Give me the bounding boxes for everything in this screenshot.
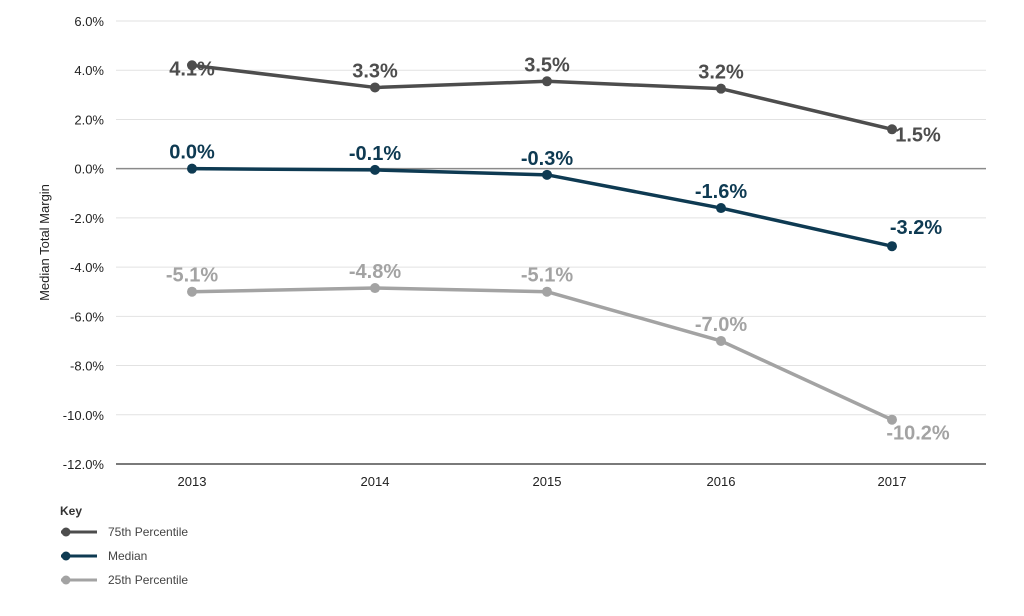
legend: Key 75th Percentile Median 25th Percentile [60,504,188,587]
data-label: 4.1% [169,58,215,80]
data-labels: 4.1% 3.3% 3.5% 3.2% 1.5% 0.0% -0.1% -0.3% -1.6% -… [166,54,950,444]
x-tick-label: 2017 [878,474,907,489]
y-axis-ticks: 6.0% 4.0% 2.0% 0.0% -2.0% -4.0% -6.0% -8.0% -10.… [63,14,105,472]
data-label: 3.3% [352,60,398,82]
data-label: -5.1% [166,265,218,287]
data-point [542,286,552,297]
x-tick-label: 2013 [178,474,207,489]
data-point [187,60,197,71]
y-tick-label: -4.0% [70,260,104,275]
data-label: 3.2% [698,62,744,84]
data-label: -3.2% [890,217,942,239]
data-point [887,414,897,425]
series-line-1 [190,166,894,248]
data-label: -0.3% [521,148,573,170]
y-tick-label: -2.0% [70,211,104,226]
legend-entry-label: 75th Percentile [108,525,188,539]
y-tick-label: 0.0% [74,162,104,177]
data-point [370,164,380,175]
y-tick-label: -6.0% [70,309,104,324]
y-tick-label: 4.0% [74,63,104,78]
x-tick-label: 2016 [707,474,736,489]
legend-entry-label: Median [108,549,147,563]
data-point [716,203,726,214]
legend-marker [61,551,71,561]
x-tick-label: 2014 [361,474,390,489]
data-label: 1.5% [895,124,941,146]
data-label: -1.6% [695,181,747,203]
x-axis-ticks: 2013 2014 2015 2016 2017 [178,474,907,489]
data-point [887,241,897,252]
data-point [716,83,726,94]
data-point [370,82,380,93]
y-axis-label: Median Total Margin [37,184,52,301]
series-line-2 [190,286,894,422]
data-point [542,76,552,87]
series-group [187,60,897,425]
legend-marker [61,575,71,585]
data-label: -0.1% [349,143,401,165]
legend-entry-label: 25th Percentile [108,573,188,587]
data-label: -4.8% [349,261,401,283]
y-tick-label: 6.0% [74,14,104,29]
y-tick-label: -10.0% [63,408,105,423]
data-point [542,169,552,180]
data-point [187,163,197,174]
data-point [887,124,897,135]
data-label: 3.5% [524,54,570,76]
legend-title: Key [60,504,82,518]
y-tick-label: -8.0% [70,359,104,374]
data-label: -7.0% [695,314,747,336]
data-point [370,283,380,294]
data-label: 0.0% [169,142,215,164]
data-point [187,286,197,297]
x-tick-label: 2015 [533,474,562,489]
data-point [716,335,726,346]
data-label: -10.2% [886,423,950,445]
gridlines [116,20,986,416]
y-tick-label: -12.0% [63,457,105,472]
y-tick-label: 2.0% [74,112,104,127]
legend-marker [61,527,71,537]
data-label: -5.1% [521,265,573,287]
